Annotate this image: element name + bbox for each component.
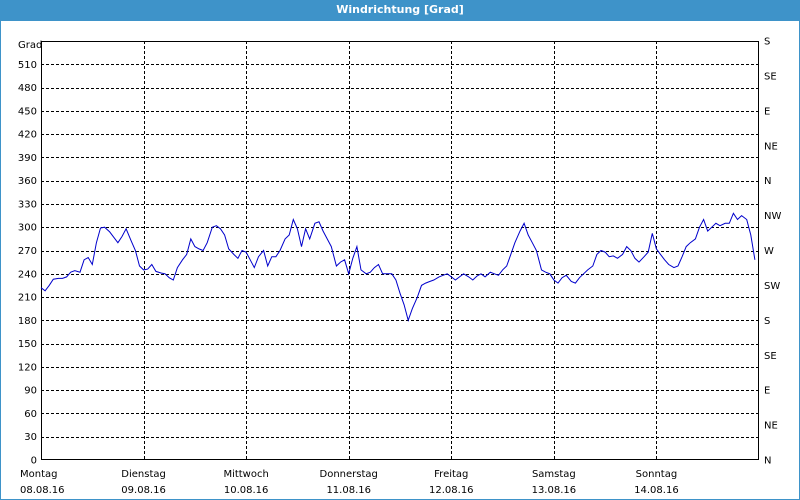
y2-tick-label: SE	[764, 71, 777, 82]
y2-tick-label: N	[764, 456, 771, 467]
y2-tick-label: NE	[764, 421, 778, 432]
y-tick-label: 120	[18, 362, 37, 373]
y-tick-label: 0	[31, 456, 37, 467]
y-tick-label: 270	[18, 246, 37, 257]
y2-tick-label: N	[764, 176, 771, 187]
x-tick-date: 08.08.16	[20, 485, 65, 496]
grid	[41, 41, 759, 460]
y2-tick-label: NW	[764, 211, 781, 222]
y2-tick-label: E	[764, 386, 770, 397]
y-tick-label: 300	[18, 223, 37, 234]
x-tick-day: Freitag	[434, 469, 468, 480]
y2-tick-label: SE	[764, 351, 777, 362]
x-tick-day: Mittwoch	[223, 469, 268, 480]
plot-border	[41, 41, 759, 460]
y-tick-label: 150	[18, 339, 37, 350]
x-tick-day: Montag	[20, 469, 57, 480]
y-tick-label: 240	[18, 269, 37, 280]
y-axis-ticks: 0 30 60 90 120 150 180 210 240 270 300 330 360 390 420…	[18, 60, 37, 467]
y-tick-label: 510	[18, 60, 37, 71]
x-tick-day: Donnerstag	[320, 469, 378, 480]
x-tick-date: 11.08.16	[326, 485, 371, 496]
y-tick-label: 390	[18, 153, 37, 164]
y-tick-label: 180	[18, 316, 37, 327]
wind-direction-line	[40, 212, 756, 322]
y-tick-label: 420	[18, 130, 37, 141]
y2-tick-label: NE	[764, 141, 778, 152]
y-tick-label: 480	[18, 83, 37, 94]
y-tick-label: 90	[24, 386, 37, 397]
y-tick-label: 60	[24, 409, 37, 420]
y2-tick-label: W	[764, 246, 774, 257]
y2-axis-ticks: N NE E SE S SW W NW N NE E SE S	[764, 37, 781, 467]
x-tick-day: Dienstag	[121, 469, 166, 480]
x-tick-day: Sonntag	[636, 469, 678, 480]
y-tick-label: 360	[18, 176, 37, 187]
y2-tick-label: S	[764, 37, 770, 48]
y-tick-label: 210	[18, 293, 37, 304]
x-tick-date: 13.08.16	[532, 485, 577, 496]
y-tick-label: 450	[18, 106, 37, 117]
y-axis-label: Grad	[18, 40, 42, 51]
x-tick-date: 10.08.16	[224, 485, 269, 496]
y2-tick-label: E	[764, 106, 770, 117]
x-tick-date: 09.08.16	[121, 485, 166, 496]
y-tick-label: 330	[18, 199, 37, 210]
chart-title: Windrichtung [Grad]	[0, 0, 800, 20]
x-tick-date: 12.08.16	[429, 485, 474, 496]
x-tick-date: 14.08.16	[634, 485, 679, 496]
x-tick-day: Samstag	[532, 469, 576, 480]
x-axis-ticks: Montag 08.08.16 Dienstag 09.08.16 Mittwoch 10…	[20, 469, 679, 496]
y2-tick-label: S	[764, 316, 770, 327]
y2-tick-label: SW	[764, 281, 780, 292]
y-tick-label: 30	[24, 432, 37, 443]
